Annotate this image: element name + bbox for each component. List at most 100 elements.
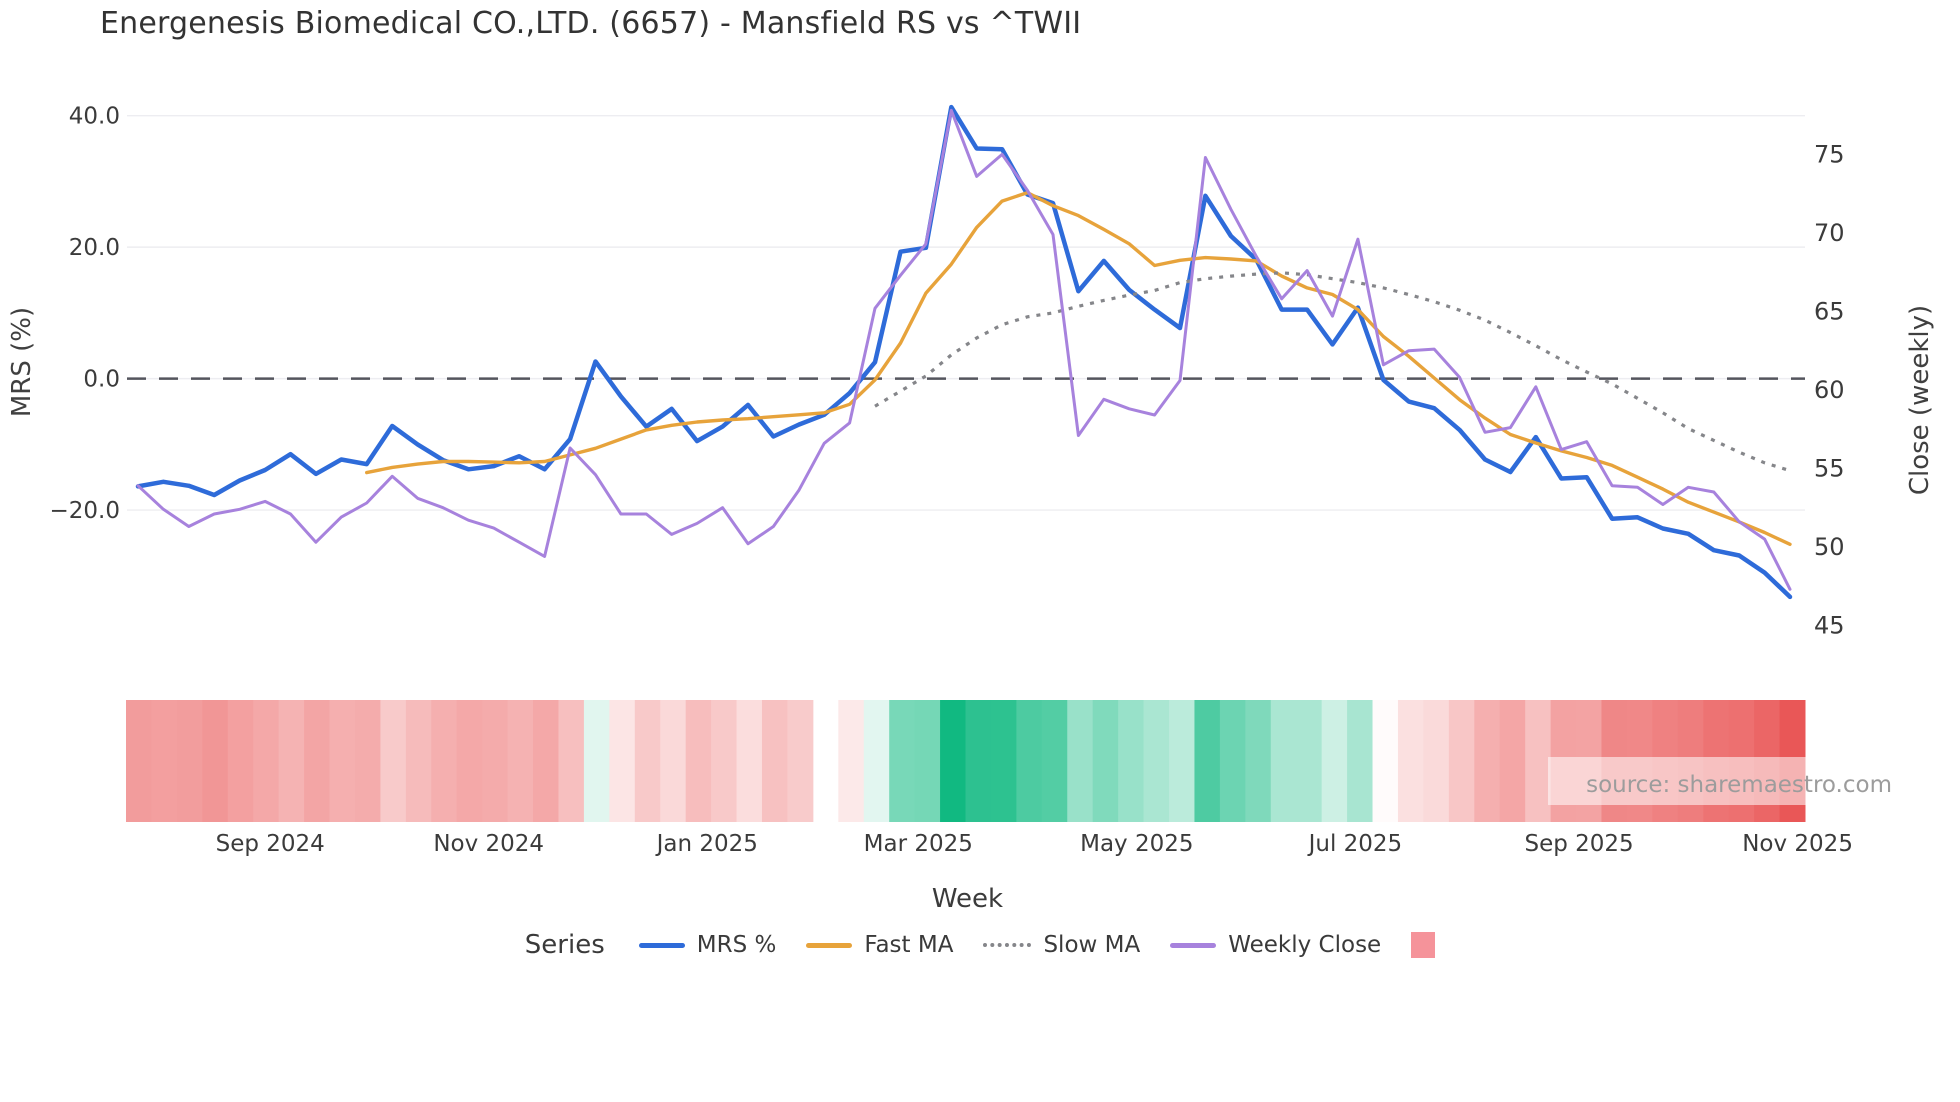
heatmap-cell <box>1474 700 1501 822</box>
heatmap-cell <box>126 700 152 822</box>
watermark: source: sharemaestro.com <box>1548 757 1900 805</box>
heatmap-cell <box>1194 700 1221 822</box>
heatmap-cell <box>1016 700 1043 822</box>
legend-item-heatmap <box>1411 932 1436 958</box>
y-axis-label-right: Close (weekly) <box>1905 305 1935 495</box>
legend: Series MRS % Fast MA Slow MA Weekly Close <box>0 930 1960 960</box>
series-line-mrs- <box>135 104 1793 600</box>
legend-item-mrs-: MRS % <box>638 932 777 958</box>
y-right-tick-label: 75 <box>1814 140 1845 168</box>
legend-square-swatch <box>1411 932 1436 958</box>
heatmap-cell <box>736 700 763 822</box>
heatmap-cell <box>609 700 636 822</box>
y-left-tick-label: 40.0 <box>69 104 120 130</box>
x-tick-label: Mar 2025 <box>864 831 973 857</box>
heatmap-cell <box>990 700 1017 822</box>
legend-line-swatch <box>638 942 685 948</box>
y-left-tick-label: 20.0 <box>69 235 120 261</box>
x-tick-label: Jul 2025 <box>1307 831 1403 857</box>
axis-tick-labels: 40.0 20.0 0.0 −20.0 75 70 65 60 55 50 45 Sep 2024 No… <box>50 104 1853 857</box>
y-right-tick-label: 70 <box>1814 219 1845 247</box>
watermark-text: source: sharemaestro.com <box>1586 772 1892 798</box>
legend-item-label: Weekly Close <box>1228 932 1382 958</box>
heatmap-cell <box>202 700 229 822</box>
heatmap-cell <box>685 700 712 822</box>
y-right-tick-label: 55 <box>1814 454 1845 482</box>
x-tick-label: Nov 2025 <box>1742 831 1853 857</box>
heatmap-cell <box>1219 700 1246 822</box>
heatmap-cell <box>176 700 203 822</box>
legend-item-label: Slow MA <box>1043 932 1141 958</box>
y-axis-label-left: MRS (%) <box>7 307 37 417</box>
heatmap-cell <box>1143 700 1170 822</box>
heatmap-cell <box>1270 700 1297 822</box>
x-tick-label: Nov 2024 <box>433 831 544 857</box>
heatmap-cell <box>278 700 305 822</box>
heatmap-cell <box>1372 700 1399 822</box>
x-tick-label: May 2025 <box>1080 831 1193 857</box>
heatmap-cell <box>304 700 331 822</box>
x-tick-label: Jan 2025 <box>655 831 758 857</box>
heatmap-cell <box>1245 700 1272 822</box>
heatmap-cell <box>1321 700 1348 822</box>
heatmap-cell <box>1169 700 1195 822</box>
y-right-tick-label: 65 <box>1814 297 1845 325</box>
legend-item-weekly-close: Weekly Close <box>1170 932 1381 958</box>
heatmap-cell <box>1347 700 1374 822</box>
x-axis-label: Week <box>931 884 1004 914</box>
heatmap-cell <box>914 700 941 822</box>
y-right-tick-label: 60 <box>1814 376 1845 404</box>
heatmap-cell <box>863 700 890 822</box>
heatmap-cell <box>507 700 534 822</box>
heatmap-cell <box>456 700 483 822</box>
series-line-slow-ma <box>874 271 1791 473</box>
y-left-tick-label: −20.0 <box>50 498 120 524</box>
heatmap-cell <box>151 700 178 822</box>
heatmap-cell <box>1296 700 1323 822</box>
heatmap-cell <box>1041 700 1068 822</box>
heatmap-cell <box>354 700 381 822</box>
series-line-fast-ma <box>365 190 1792 546</box>
heatmap-cell <box>533 700 559 822</box>
heatmap-cell <box>838 700 865 822</box>
heatmap-cell <box>1525 700 1552 822</box>
legend-line-swatch <box>1170 942 1217 948</box>
heatmap-cell <box>1423 700 1450 822</box>
heatmap-cell <box>1118 700 1145 822</box>
heatmap-cell <box>1067 700 1094 822</box>
x-tick-label: Sep 2025 <box>1524 831 1633 857</box>
legend-line-swatch <box>806 942 853 948</box>
legend-item-fast-ma: Fast MA <box>806 932 953 958</box>
heatmap-cell <box>940 700 966 822</box>
chart-title: Energenesis Biomedical CO.,LTD. (6657) -… <box>100 6 1082 41</box>
heatmap-cell <box>965 700 992 822</box>
series-line-weekly-close <box>136 108 1792 591</box>
legend-item-label: MRS % <box>696 932 777 958</box>
heatmap-cell <box>1092 700 1119 822</box>
heatmap-cell <box>405 700 432 822</box>
heatmap-cell <box>711 700 738 822</box>
heatmap-cell <box>380 700 407 822</box>
heatmap-cell <box>431 700 458 822</box>
legend-dotted-swatch <box>983 943 1032 947</box>
heatmap-cell <box>482 700 509 822</box>
gridlines <box>127 114 1805 511</box>
legend-title: Series <box>524 930 605 960</box>
legend-item-slow-ma: Slow MA <box>983 932 1140 958</box>
heatmap-cell <box>253 700 280 822</box>
heatmap-cell <box>1499 700 1526 822</box>
heatmap-cell <box>227 700 254 822</box>
y-right-tick-label: 45 <box>1814 611 1845 639</box>
y-right-tick-label: 50 <box>1814 533 1845 561</box>
heatmap-cell <box>1448 700 1475 822</box>
heatmap-cell <box>1397 700 1424 822</box>
series-lines <box>135 104 1793 600</box>
heatmap-cell <box>660 700 687 822</box>
heatmap-cell <box>787 700 814 822</box>
heatmap-cell <box>634 700 661 822</box>
y-left-tick-label: 0.0 <box>83 367 120 393</box>
x-tick-label: Sep 2024 <box>216 831 325 857</box>
heatmap-cell <box>889 700 916 822</box>
